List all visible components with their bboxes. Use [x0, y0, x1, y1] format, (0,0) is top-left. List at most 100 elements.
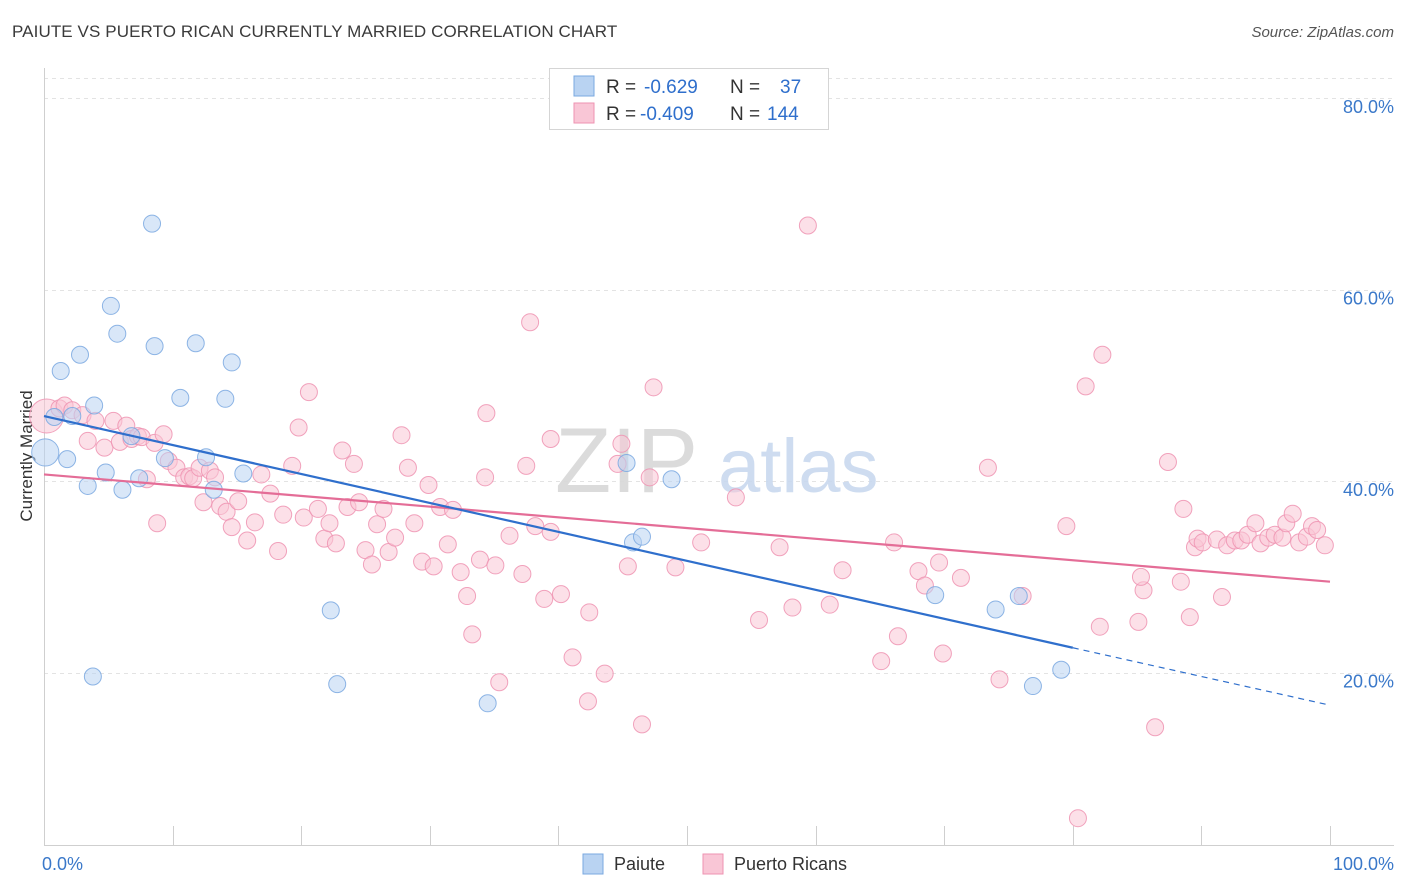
paiute-point-8	[83, 667, 102, 686]
paiute-point-6	[78, 476, 97, 495]
paiute-point-9	[96, 463, 115, 482]
paiute-point-28	[617, 453, 636, 472]
paiute-point-34	[1009, 587, 1028, 606]
puerto-ricans-point-39	[294, 508, 313, 527]
stats-legend: R = -0.629 N = 37 R = -0.409 N = 144	[549, 68, 829, 130]
puerto-ricans-point-99	[833, 561, 852, 580]
paiute-point-17	[155, 449, 174, 468]
puerto-ricans-point-80	[551, 585, 570, 604]
puerto-ricans-point-86	[612, 434, 631, 453]
puerto-ricans-point-66	[463, 625, 482, 644]
puerto-ricans-point-101	[885, 533, 904, 552]
puerto-ricans-point-33	[252, 465, 271, 484]
legend-r-value-puerto-ricans: -0.409	[640, 104, 694, 125]
paiute-point-35	[1023, 677, 1042, 696]
puerto-ricans-point-77	[535, 589, 554, 608]
paiute-point-27	[478, 694, 497, 713]
puerto-ricans-point-17	[154, 425, 173, 444]
puerto-ricans-point-50	[362, 555, 381, 574]
puerto-ricans-point-57	[405, 514, 424, 533]
puerto-ricans-point-112	[1068, 809, 1087, 828]
legend-r-label-paiute: R =	[606, 77, 636, 98]
puerto-ricans-point-81	[563, 648, 582, 667]
puerto-ricans-point-62	[438, 535, 457, 554]
puerto-ricans-point-41	[308, 499, 327, 518]
puerto-ricans-point-65	[458, 587, 477, 606]
puerto-ricans-point-83	[578, 692, 597, 711]
paiute-point-0	[31, 438, 60, 467]
series-legend: Paiute Puerto Ricans	[582, 853, 847, 875]
puerto-ricans-point-87	[618, 557, 637, 576]
legend-r-value-paiute: -0.629	[644, 77, 698, 98]
puerto-ricans-point-55	[392, 426, 411, 445]
paiute-point-22	[216, 389, 235, 408]
puerto-ricans-point-111	[1057, 517, 1076, 536]
puerto-ricans-point-107	[951, 568, 970, 587]
puerto-ricans-point-121	[1171, 572, 1190, 591]
puerto-ricans-point-59	[419, 475, 438, 494]
puerto-ricans-point-30	[229, 492, 248, 511]
paiute-point-14	[130, 469, 149, 488]
puerto-ricans-point-133	[1246, 514, 1265, 533]
puerto-ricans-point-120	[1158, 453, 1177, 471]
puerto-ricans-point-64	[451, 563, 470, 582]
puerto-ricans-point-71	[490, 673, 509, 692]
puerto-ricans-point-97	[798, 216, 817, 235]
bottom-legend-swatch-puerto-ricans	[702, 853, 724, 875]
y-tick-label-40: 40.0%	[1343, 480, 1394, 500]
paiute-point-7	[85, 396, 104, 415]
x-tick-label-0: 0.0%	[42, 854, 83, 874]
puerto-ricans-point-40	[299, 383, 318, 402]
legend-n-value-puerto-ricans: 144	[767, 104, 799, 125]
puerto-ricans-point-38	[289, 418, 308, 437]
paiute-points	[31, 214, 1071, 713]
y-tick-label-80: 80.0%	[1343, 97, 1394, 117]
watermark: ZIP atlas	[555, 410, 879, 512]
puerto-ricans-point-47	[344, 454, 363, 473]
y-axis-tick-labels: 20.0% 40.0% 60.0% 80.0%	[1343, 97, 1394, 692]
paiute-point-32	[926, 586, 945, 605]
puerto-ricans-point-118	[1131, 567, 1150, 586]
puerto-ricans-point-109	[990, 670, 1009, 689]
paiute-point-2	[51, 362, 70, 381]
paiute-point-11	[108, 324, 127, 343]
puerto-ricans-point-76	[521, 313, 540, 332]
gridlines	[44, 78, 1394, 674]
puerto-ricans-point-7	[95, 438, 114, 457]
puerto-ricans-point-119	[1146, 718, 1165, 737]
paiute-point-26	[328, 675, 347, 694]
puerto-ricans-point-72	[500, 526, 519, 545]
paiute-point-36	[1052, 660, 1071, 679]
legend-n-label-puerto-ricans: N =	[730, 104, 760, 125]
puerto-ricans-trend-line	[43, 473, 1331, 583]
paiute-point-10	[101, 296, 120, 315]
paiute-point-19	[186, 334, 205, 353]
puerto-ricans-point-31	[238, 531, 257, 550]
puerto-ricans-point-90	[644, 378, 663, 397]
puerto-ricans-point-36	[274, 505, 293, 524]
paiute-point-30	[632, 527, 651, 546]
puerto-ricans-point-44	[326, 534, 345, 553]
paiute-point-31	[662, 470, 681, 489]
puerto-ricans-point-96	[783, 598, 802, 617]
paiute-point-12	[113, 480, 132, 499]
puerto-ricans-point-128	[1212, 588, 1231, 607]
puerto-ricans-point-35	[269, 542, 288, 561]
puerto-ricans-point-60	[424, 557, 443, 576]
puerto-ricans-point-16	[148, 514, 167, 533]
trend-lines	[43, 414, 1331, 706]
y-tick-label-20: 20.0%	[1343, 672, 1394, 692]
puerto-ricans-point-95	[770, 538, 789, 557]
puerto-ricans-point-93	[726, 488, 745, 507]
paiute-trend-extension	[1072, 647, 1331, 706]
puerto-ricans-point-52	[374, 499, 393, 518]
x-axis-ticks	[44, 826, 1331, 845]
paiute-point-23	[222, 353, 241, 372]
puerto-ricans-point-115	[1093, 345, 1112, 364]
puerto-ricans-point-102	[888, 627, 907, 646]
puerto-ricans-point-100	[872, 652, 891, 671]
puerto-ricans-point-68	[476, 468, 495, 487]
puerto-ricans-point-54	[386, 528, 405, 547]
paiute-point-16	[145, 337, 164, 356]
puerto-ricans-point-43	[320, 514, 339, 533]
